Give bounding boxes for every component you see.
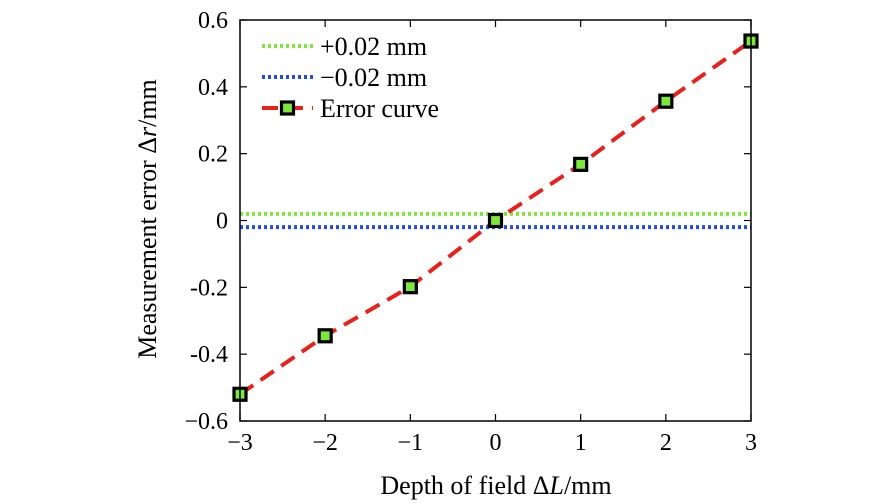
x-tick-label: 2 (660, 430, 672, 456)
y-tick-label: 0 (216, 209, 228, 235)
x-tick-label: −1 (398, 430, 424, 456)
data-point-marker (658, 93, 674, 109)
x-axis-label-prefix: Depth of field Δ (380, 471, 549, 500)
y-tick-label: -0.4 (190, 342, 228, 368)
legend-label-2: Error curve (320, 94, 439, 123)
legend-label-1: −0.02 mm (320, 63, 427, 92)
y-axis-label-unit: /mm (133, 79, 162, 127)
x-axis-label-unit: /mm (564, 471, 612, 500)
x-tick-label: 3 (745, 430, 757, 456)
legend-label-0: +0.02 mm (320, 32, 427, 61)
x-tick-label: 1 (575, 430, 587, 456)
y-tick-label: −0.6 (184, 409, 228, 435)
y-tick-label: 0.2 (198, 142, 228, 168)
data-point-marker (317, 328, 333, 344)
x-axis-label: Depth of field ΔL/mm (380, 471, 611, 500)
y-tick-label: 0.4 (198, 75, 228, 101)
data-point-marker (573, 156, 589, 172)
data-point-marker (402, 279, 418, 295)
x-tick-label: −2 (312, 430, 338, 456)
y-axis-label-prefix: Measurement error Δ (133, 137, 162, 359)
y-axis-label-var: r (133, 126, 162, 137)
legend-marker (279, 100, 296, 116)
x-tick-label: 0 (490, 430, 502, 456)
ticks-layer: −3 −2 −1 0 1 2 3 −0.6 -0.4 -0.2 0 0.2 0.4 0.6 (184, 8, 757, 456)
y-tick-label: -0.2 (190, 275, 228, 301)
y-axis-label: Measurement error Δr/mm (133, 79, 162, 359)
data-point-marker (487, 212, 504, 229)
x-axis-label-var: L (548, 471, 563, 500)
series-layer (232, 33, 759, 402)
y-tick-label: 0.6 (198, 8, 228, 34)
x-tick-label: −3 (227, 430, 253, 456)
